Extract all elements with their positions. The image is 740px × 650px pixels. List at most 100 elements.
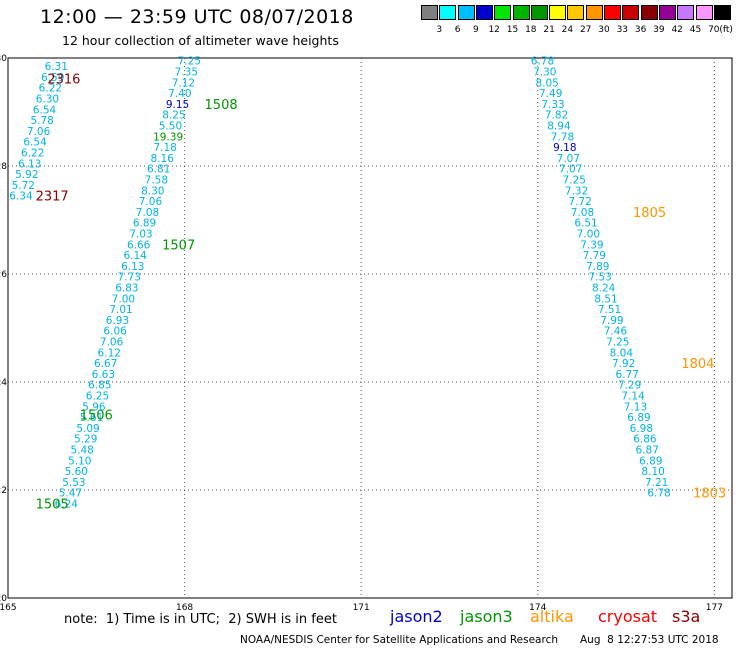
wave-height-value: 7.73 (118, 272, 141, 284)
wave-height-value: 6.24 (55, 499, 79, 511)
wave-height-value: 6.86 (633, 434, 657, 446)
wave-height-value: 5.29 (74, 434, 97, 446)
legend-swatch (530, 5, 548, 20)
wave-height-value: 6.87 (636, 445, 659, 457)
wave-height-value: 7.53 (588, 272, 611, 284)
wave-height-value: 7.18 (153, 142, 176, 154)
legend-swatch (549, 5, 567, 20)
legend-swatch (421, 5, 438, 20)
wave-height-value: 5.72 (12, 180, 35, 192)
wave-height-value: 6.22 (21, 148, 44, 160)
legend-label: 33 (616, 25, 629, 35)
legend-label: 45 (689, 25, 702, 35)
legend-label: 39 (653, 25, 665, 35)
wave-height-value: 7.07 (559, 164, 582, 176)
wave-height-value: 6.93 (106, 315, 129, 327)
wave-height-value: 6.89 (133, 218, 156, 230)
legend-swatch (475, 5, 493, 20)
wave-height-value: 7.40 (168, 88, 191, 100)
wave-height-value: 7.99 (600, 315, 623, 327)
wave-height-value: 6.06 (103, 326, 127, 338)
wave-height-value: 7.49 (539, 88, 562, 100)
y-tick-label: 26 (0, 270, 7, 280)
wave-height-value: 5.10 (68, 455, 91, 467)
wave-height-value: 5.09 (76, 423, 99, 435)
y-tick-label: 30 (0, 54, 7, 64)
wave-height-value: 6.66 (127, 239, 151, 251)
wave-height-value: 7.07 (557, 153, 580, 165)
wave-height-value: 7.72 (568, 196, 591, 208)
wave-height-value: 5.61 (80, 412, 103, 424)
wave-height-value: 6.14 (123, 250, 147, 262)
wave-height-value: 7.32 (565, 185, 588, 197)
wave-height-value: 7.00 (112, 293, 135, 305)
pass-time-label: 2316 (47, 73, 80, 88)
wave-height-value: 7.06 (100, 337, 124, 349)
wave-height-value: 7.03 (129, 229, 152, 241)
map-frame (7, 57, 733, 599)
wave-height-value: 6.83 (115, 283, 138, 295)
wave-height-value: 7.79 (583, 250, 606, 262)
wave-height-value: 7.14 (621, 391, 645, 403)
satellite-name-jason3: jason3 (460, 607, 513, 626)
legend-label: 18 (525, 25, 537, 35)
wave-height-value: 7.33 (541, 99, 564, 111)
wave-height-value: 6.22 (39, 83, 62, 95)
wave-height-value: 7.08 (571, 207, 594, 219)
wave-height-value: 5.50 (159, 121, 182, 133)
satellite-name-jason2: jason2 (390, 607, 443, 626)
legend-swatch (677, 5, 695, 20)
x-tick-label: 171 (353, 603, 370, 613)
wave-height-value: 7.30 (533, 67, 556, 79)
wave-height-value: 19.39 (153, 131, 183, 143)
legend-label: 24 (561, 25, 574, 35)
legend-label: 9 (473, 25, 479, 35)
wave-height-value: 6.78 (647, 488, 670, 500)
wave-height-value: 6.81 (147, 164, 170, 176)
pass-time-label: 1507 (162, 238, 195, 253)
legend-label: 15 (506, 25, 519, 35)
map-subtitle: 12 hour collection of altimeter wave hei… (62, 33, 339, 48)
wave-height-value: 9.18 (553, 142, 576, 154)
wave-height-value: 6.13 (18, 158, 41, 170)
legend-swatch (457, 5, 475, 20)
legend-swatch (658, 5, 676, 20)
wave-height-value: 6.12 (98, 347, 121, 359)
legend-label: 21 (543, 25, 555, 35)
legend-swatch (640, 5, 658, 20)
wave-height-value: 7.25 (178, 56, 201, 68)
wave-height-value: 8.04 (610, 347, 634, 359)
pass-time-label: 1505 (36, 498, 69, 513)
wave-height-value: 5.92 (15, 169, 38, 181)
wave-height-value: 8.51 (594, 293, 617, 305)
wave-height-value: 6.30 (36, 94, 59, 106)
wave-height-value: 8.10 (641, 466, 664, 478)
pass-time-label: 1506 (80, 408, 113, 423)
generated-timestamp: Aug 8 12:27:53 UTC 2018 (580, 634, 719, 646)
wave-height-value: 7.82 (545, 110, 568, 122)
wave-height-value: 7.58 (145, 175, 168, 187)
legend-swatch (622, 5, 640, 20)
wave-height-value: 7.06 (27, 126, 51, 138)
legend-swatch (695, 5, 713, 20)
wave-height-value: 6.54 (33, 104, 57, 116)
pass-time-label: 1805 (633, 206, 666, 221)
wave-height-value: 5.48 (70, 445, 93, 457)
wave-height-value: 8.24 (592, 283, 616, 295)
y-tick-label: 22 (0, 486, 7, 496)
legend-swatch (439, 5, 457, 20)
wave-height-value: 8.25 (162, 110, 185, 122)
x-tick-label: 165 (0, 603, 17, 613)
legend-swatch (567, 5, 585, 20)
wave-height-value: 6.89 (627, 412, 650, 424)
pass-time-label: 1508 (205, 98, 238, 113)
wave-height-value: 8.30 (141, 185, 164, 197)
wave-height-value: 7.35 (175, 67, 198, 79)
wave-height-value: 6.54 (23, 137, 47, 149)
wave-height-value: 8.94 (547, 121, 571, 133)
wave-height-value: 5.47 (59, 488, 82, 500)
wave-height-value: 7.39 (580, 239, 603, 251)
wave-height-value: 7.29 (618, 380, 641, 392)
legend-label: 70 (708, 25, 720, 35)
wave-height-value: 9.15 (166, 99, 189, 111)
